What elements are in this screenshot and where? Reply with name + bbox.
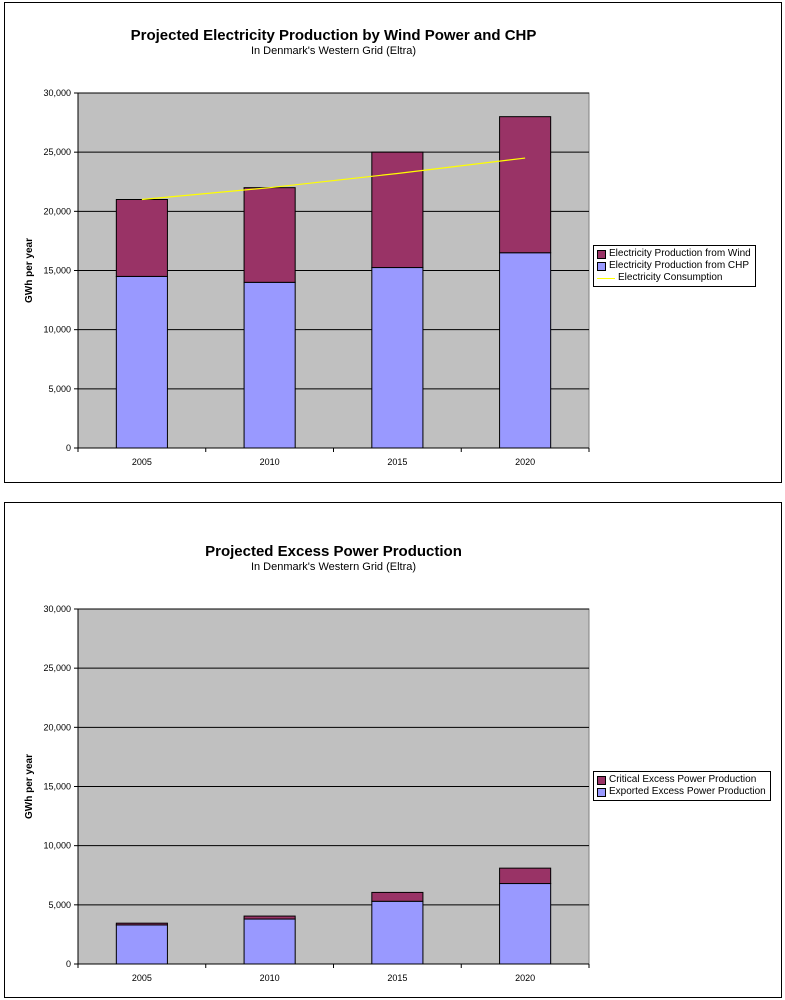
legend-item-electricity-production-from-chp: Electricity Production from CHP [597,260,751,272]
chart1-x-tick-label: 2020 [515,457,535,467]
chart-excess-power: Projected Excess Power Production In Denm… [4,502,782,998]
chart2-x-tick-label: 2005 [132,973,152,983]
legend-swatch [597,787,606,797]
chart-electricity-production-plot: Projected Electricity Production by Wind… [24,27,590,467]
chart1-bar-electricity-production-from-chp-2005 [115,275,168,449]
chart2-bar-critical-excess-power-production-2015 [371,891,424,902]
legend-label: Electricity Consumption [618,272,723,283]
legend-item-electricity-production-from-wind: Electricity Production from Wind [597,248,751,260]
chart1-x-tick-label: 2015 [387,457,407,467]
chart2-bar-exported-excess-power-production-2015 [371,900,424,965]
chart1-y-axis-label: GWh per year [24,238,35,303]
chart1-title: Projected Electricity Production by Wind… [131,27,537,44]
chart2-bar-exported-excess-power-production-2010 [243,918,296,965]
chart-electricity-production: Projected Electricity Production by Wind… [4,2,782,483]
chart1-bar-electricity-production-from-chp-2020 [499,252,552,449]
chart2-bar-critical-excess-power-production-2005 [115,922,168,926]
chart1-y-tick-label: 0 [66,443,71,453]
chart1-subtitle: In Denmark's Western Grid (Eltra) [251,45,416,57]
chart1-x-tick-label: 2010 [260,457,280,467]
chart1-y-tick-label: 20,000 [43,206,71,216]
legend-label: Exported Excess Power Production [609,786,766,797]
chart1-bar-electricity-production-from-chp-2010 [243,281,296,449]
legend-swatch [597,277,615,279]
chart1-bar-electricity-production-from-wind-2005 [115,199,168,277]
chart2-y-tick-label: 25,000 [43,663,71,673]
chart1-y-tick-label: 5,000 [48,384,71,394]
chart1-bar-electricity-production-from-wind-2015 [371,151,424,269]
chart2-y-tick-label: 0 [66,959,71,969]
chart2-y-tick-label: 30,000 [43,604,71,614]
legend-item-critical-excess-power-production: Critical Excess Power Production [597,774,766,786]
legend-label: Critical Excess Power Production [609,774,757,785]
chart2-bar-critical-excess-power-production-2010 [243,915,296,920]
legend-item-electricity-consumption: Electricity Consumption [597,272,751,284]
chart-electricity-production-legend: Electricity Production from Wind Electric… [593,245,756,287]
legend-swatch [597,775,606,785]
legend-item-exported-excess-power-production: Exported Excess Power Production [597,786,766,798]
chart1-y-tick-label: 15,000 [43,266,71,276]
chart1-bar-electricity-production-from-wind-2020 [499,116,552,254]
chart1-y-tick-label: 10,000 [43,325,71,335]
chart2-bar-exported-excess-power-production-2020 [499,883,552,965]
chart2-subtitle: In Denmark's Western Grid (Eltra) [251,561,416,573]
chart1-y-tick-label: 25,000 [43,147,71,157]
chart2-bar-critical-excess-power-production-2020 [499,867,552,885]
chart1-bar-electricity-production-from-chp-2015 [371,267,424,449]
chart2-y-tick-label: 20,000 [43,722,71,732]
legend-label: Electricity Production from CHP [609,260,750,271]
chart-excess-power-legend: Critical Excess Power Production Exported… [593,771,771,801]
legend-label: Electricity Production from Wind [609,248,751,259]
chart2-x-tick-label: 2020 [515,973,535,983]
chart1-y-tick-label: 30,000 [43,88,71,98]
chart1-line-electricity-consumption [141,157,526,201]
chart2-bar-exported-excess-power-production-2005 [115,924,168,965]
chart1-x-tick-label: 2005 [132,457,152,467]
chart2-x-tick-label: 2010 [260,973,280,983]
chart2-title: Projected Excess Power Production [205,543,462,560]
chart2-y-tick-label: 10,000 [43,841,71,851]
legend-swatch [597,249,606,259]
chart1-bar-electricity-production-from-wind-2010 [243,187,296,283]
legend-swatch [597,261,606,271]
chart2-x-tick-label: 2015 [387,973,407,983]
chart2-y-tick-label: 15,000 [43,782,71,792]
chart2-y-axis-label: GWh per year [24,754,35,819]
chart2-y-tick-label: 5,000 [48,900,71,910]
